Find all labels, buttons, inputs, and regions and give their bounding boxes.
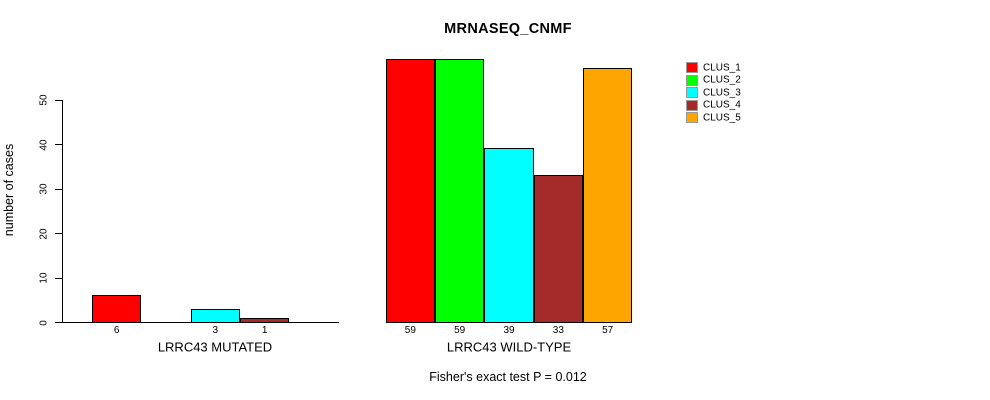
legend-label-clus_5: CLUS_5 [703, 112, 741, 124]
bar-clus_3 [484, 148, 534, 323]
bar-value-label: 57 [602, 325, 614, 336]
legend-label-clus_2: CLUS_2 [703, 74, 741, 86]
fisher-test-annotation: Fisher's exact test P = 0.012 [429, 370, 587, 384]
y-axis-tick-label: 10 [38, 272, 50, 284]
bar-value-label: 59 [454, 325, 466, 336]
y-axis-tick [55, 322, 62, 323]
legend-swatch-clus_4 [686, 99, 698, 111]
y-axis-tick-label: 50 [38, 94, 50, 106]
bar-clus_1 [92, 295, 142, 323]
y-axis-tick-label: 40 [38, 138, 50, 151]
legend-label-clus_4: CLUS_4 [703, 99, 741, 111]
bar-value-label: 33 [552, 325, 564, 336]
y-axis-tick [55, 99, 62, 101]
y-axis-tick-label: 0 [38, 319, 50, 326]
y-axis-tick [55, 277, 62, 279]
legend-label-clus_1: CLUS_1 [703, 62, 741, 73]
group-label-mutated: LRRC43 MUTATED [157, 339, 273, 355]
y-axis [62, 100, 63, 323]
y-axis-tick-label: 20 [38, 227, 50, 240]
bar-value-label: 59 [404, 325, 416, 336]
bar-value-label: 6 [113, 325, 120, 336]
y-axis-tick [55, 144, 62, 145]
bar-clus_1 [385, 59, 436, 323]
chart-title: MRNASEQ_CNMF [444, 21, 572, 37]
bar-clus_5 [583, 68, 633, 323]
legend-label-clus_3: CLUS_3 [703, 87, 741, 99]
bar-value-label: 39 [503, 325, 515, 336]
bar-clus_4 [533, 175, 584, 323]
y-axis-label: number of cases [2, 143, 16, 237]
y-axis-tick [55, 233, 62, 234]
bar-clus_2 [435, 59, 485, 323]
y-axis-tick-label: 30 [38, 183, 50, 195]
legend-swatch-clus_3 [686, 87, 698, 99]
group-label-wild-type: LRRC43 WILD-TYPE [446, 339, 572, 355]
bar-value-label: 3 [212, 325, 219, 336]
y-axis-tick [55, 188, 62, 190]
bar-clus_4 [239, 317, 290, 323]
legend-swatch-clus_2 [686, 74, 698, 86]
legend-swatch-clus_5 [686, 112, 698, 124]
bar-clus_3 [190, 308, 240, 323]
legend-swatch-clus_1 [686, 62, 698, 73]
bar-value-label: 1 [261, 325, 268, 336]
